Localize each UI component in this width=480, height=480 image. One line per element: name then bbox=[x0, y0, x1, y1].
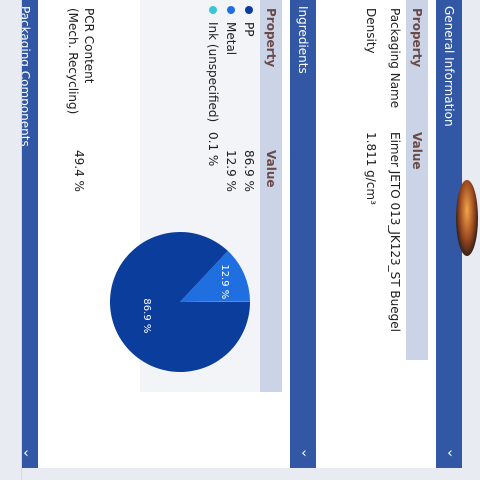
general-col-property: Property bbox=[410, 8, 424, 68]
legend-dot-pp bbox=[245, 6, 253, 14]
general-row-value: Eimer JETO 013_JK123_ST Buegel bbox=[388, 132, 402, 332]
general-row-property: Packaging Name bbox=[388, 8, 402, 109]
legend-item-metal: Metal 12.9 % bbox=[224, 6, 238, 192]
legend-label-pp: PP bbox=[242, 22, 256, 37]
pie-label-metal: 12.9 % bbox=[219, 264, 230, 299]
legend-dot-metal bbox=[227, 6, 235, 14]
pcr-content-label: PCR Content bbox=[82, 8, 96, 84]
ingredients-col-property: Property bbox=[264, 8, 278, 68]
pie-slice-metal bbox=[180, 250, 250, 302]
pcr-content-sublabel: (Mech. Recycling) bbox=[66, 8, 80, 115]
general-table-header: Property Value bbox=[406, 0, 428, 360]
ingredients-table-header: Property Value bbox=[260, 0, 282, 392]
legend-dot-ink bbox=[209, 6, 217, 14]
general-information-header[interactable]: General Information › bbox=[436, 0, 478, 468]
pie-slice-pp bbox=[110, 232, 250, 372]
general-col-value: Value bbox=[410, 132, 424, 170]
pie-label-pp: 86.9 % bbox=[141, 298, 152, 333]
legend-value-pp: 86.9 % bbox=[242, 150, 256, 192]
legend-item-ink: Ink (unspecified) 0.1 % bbox=[206, 6, 220, 166]
product-image bbox=[456, 180, 478, 256]
bottom-strip bbox=[0, 0, 22, 480]
legend-label-metal: Metal bbox=[224, 22, 238, 56]
legend-label-ink: Ink (unspecified) bbox=[206, 22, 220, 123]
product-detail-page: General Information › Property Value Pac… bbox=[12, 0, 478, 468]
ingredients-label: Ingredients bbox=[296, 6, 310, 74]
chevron-right-icon[interactable]: › bbox=[23, 445, 29, 462]
legend-value-ink: 0.1 % bbox=[206, 132, 220, 167]
legend-item-pp: PP 86.9 % bbox=[242, 6, 256, 192]
legend-value-metal: 12.9 % bbox=[224, 150, 238, 192]
general-row-property: Density bbox=[364, 8, 378, 54]
ingredients-header[interactable]: Ingredients › bbox=[290, 0, 316, 468]
ingredients-col-value: Value bbox=[264, 150, 278, 188]
chevron-right-icon[interactable]: › bbox=[447, 445, 453, 462]
general-row-value: 1.811 g/cm³ bbox=[364, 132, 378, 205]
composition-pie-chart: 86.9 % 12.9 % bbox=[110, 232, 250, 372]
ingredients-chart-area: PP 86.9 % Metal 12.9 % Ink (unspecified)… bbox=[110, 0, 260, 392]
general-information-label: General Information bbox=[442, 6, 456, 127]
pcr-content-value: 49.4 % bbox=[72, 150, 86, 192]
chevron-right-icon[interactable]: › bbox=[301, 445, 307, 462]
